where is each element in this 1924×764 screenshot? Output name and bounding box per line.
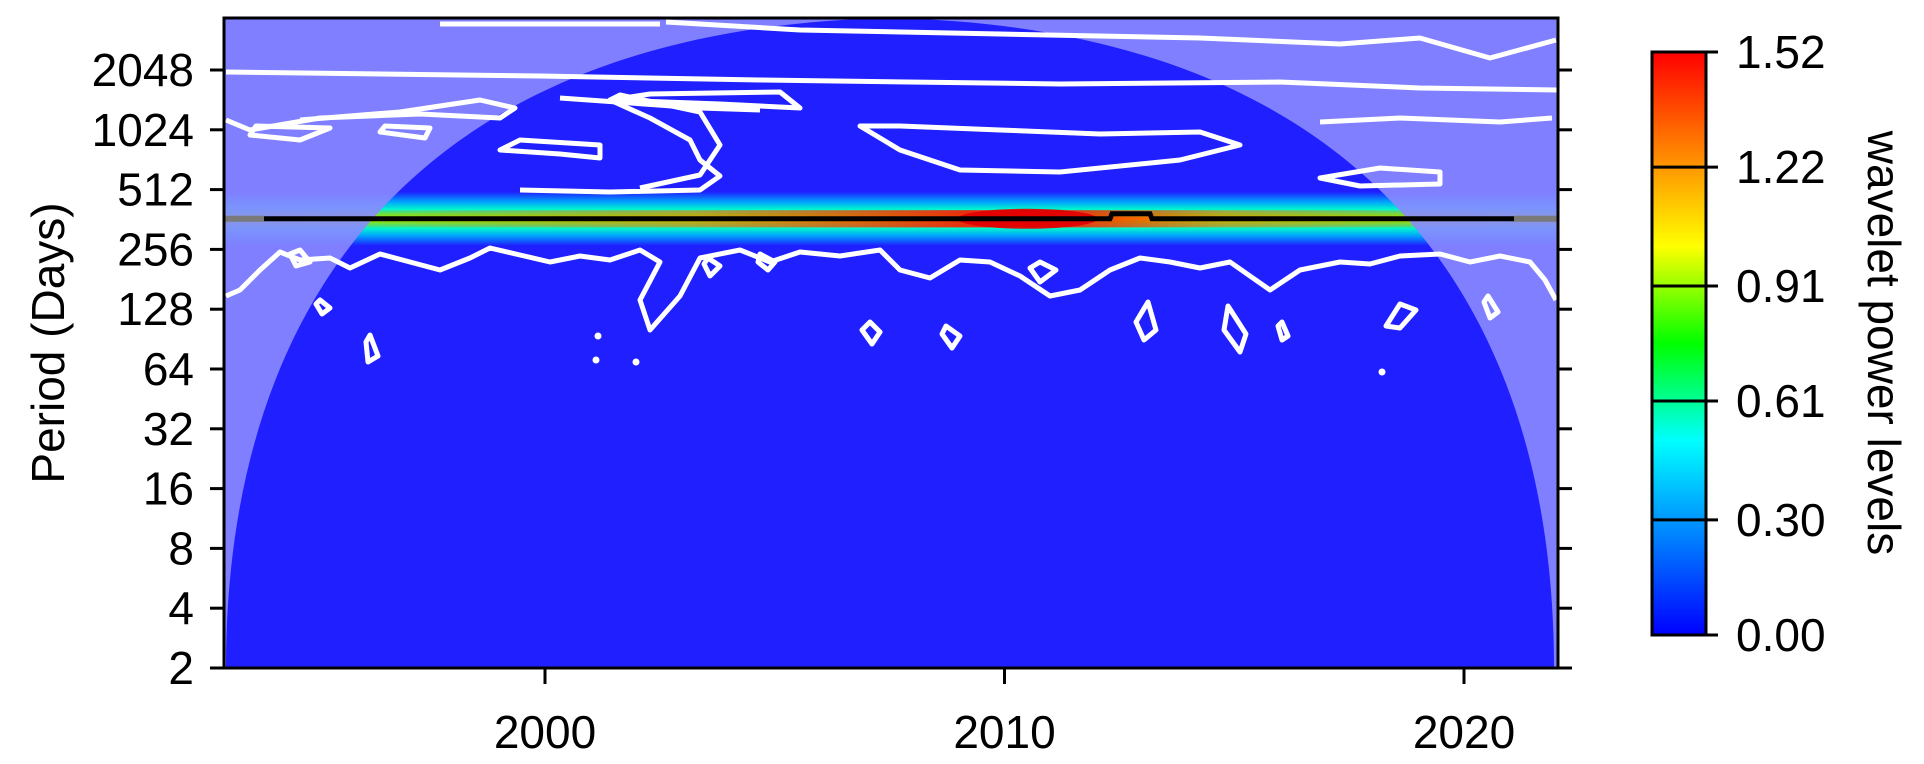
y-tick-label-256: 256 bbox=[117, 223, 194, 275]
coi-shade bbox=[224, 18, 1558, 668]
significance-dot-4 bbox=[632, 358, 640, 366]
significance-contour-8 bbox=[857, 123, 1243, 175]
colorbar-tick-label-0.61: 0.61 bbox=[1736, 375, 1826, 427]
y-tick-label-512: 512 bbox=[117, 164, 194, 216]
colorbar-ticks: 0.00 0.30 0.61 0.91 1.22 1.52 bbox=[1652, 26, 1826, 661]
significance-contour-4 bbox=[377, 123, 433, 141]
significance-contour-18 bbox=[701, 255, 723, 279]
ridge-line-main bbox=[264, 211, 1514, 222]
significance-contour-24 bbox=[1221, 303, 1249, 355]
significance-contour-19 bbox=[755, 251, 778, 273]
colorbar-tick-label-0.91: 0.91 bbox=[1736, 260, 1826, 312]
x-tick-label-2010: 2010 bbox=[953, 706, 1055, 758]
significance-contour-26 bbox=[1383, 301, 1419, 331]
y-tick-label-128: 128 bbox=[117, 283, 194, 335]
y-tick-label-16: 16 bbox=[143, 463, 194, 515]
significance-contour-20 bbox=[859, 319, 883, 347]
significance-dot-3 bbox=[1378, 368, 1386, 376]
significance-contour-17 bbox=[363, 332, 381, 365]
significance-contours bbox=[225, 19, 1558, 376]
colorbar: 0.00 0.30 0.61 0.91 1.22 1.52 wavelet power l… bbox=[1650, 26, 1910, 661]
colorbar-label: wavelet power levels bbox=[1858, 130, 1910, 555]
y-tick-label-4: 4 bbox=[168, 582, 194, 634]
plot-frame bbox=[222, 16, 1560, 670]
x-tick-label-2000: 2000 bbox=[494, 706, 596, 758]
significance-contour-7 bbox=[607, 89, 803, 111]
significance-contour-9 bbox=[1319, 115, 1553, 125]
x-tick-label-2020: 2020 bbox=[1413, 706, 1515, 758]
cone-of-influence bbox=[224, 18, 1558, 668]
significance-contour-3 bbox=[247, 123, 333, 143]
significance-contour-14 bbox=[225, 245, 1558, 333]
plot-area bbox=[224, 18, 1558, 668]
significance-contour-13 bbox=[559, 95, 761, 113]
significance-contour-1 bbox=[225, 69, 1558, 93]
colorbar-gradient-bar bbox=[1650, 50, 1708, 637]
significance-contour-25 bbox=[1275, 319, 1291, 343]
y-axis: 2 4 8 16 32 64 128 256 512 1024 2048 bbox=[92, 44, 1572, 694]
colorbar-tick-label-0.30: 0.30 bbox=[1736, 494, 1826, 546]
y-tick-label-2048: 2048 bbox=[92, 44, 194, 96]
colorbar-tick-label-1.52: 1.52 bbox=[1736, 26, 1826, 78]
significance-contour-11 bbox=[665, 19, 1557, 61]
ridge-line bbox=[224, 211, 1558, 222]
y-tick-label-64: 64 bbox=[143, 343, 194, 395]
significance-contour-15 bbox=[287, 247, 313, 269]
significance-contour-23 bbox=[1133, 299, 1159, 343]
y-tick-label-1024: 1024 bbox=[92, 104, 194, 156]
significance-dot-1 bbox=[594, 332, 602, 340]
y-tick-label-8: 8 bbox=[168, 522, 194, 574]
x-axis: 2000 2010 2020 bbox=[494, 668, 1515, 758]
y-tick-label-2: 2 bbox=[168, 642, 194, 694]
significance-contour-27 bbox=[1481, 293, 1501, 321]
significance-contour-6 bbox=[519, 92, 723, 195]
significance-contour-16 bbox=[313, 297, 333, 317]
significance-dot-2 bbox=[592, 356, 600, 364]
colorbar-tick-label-1.22: 1.22 bbox=[1736, 141, 1826, 193]
y-axis-title: Period (Days) bbox=[22, 202, 74, 483]
significance-contour-5 bbox=[497, 137, 603, 161]
significance-contour-22 bbox=[1027, 259, 1059, 285]
colorbar-tick-label-0.00: 0.00 bbox=[1736, 609, 1826, 661]
y-tick-label-32: 32 bbox=[143, 403, 194, 455]
significance-contour-10 bbox=[1317, 165, 1443, 189]
significance-contour-21 bbox=[939, 323, 963, 351]
